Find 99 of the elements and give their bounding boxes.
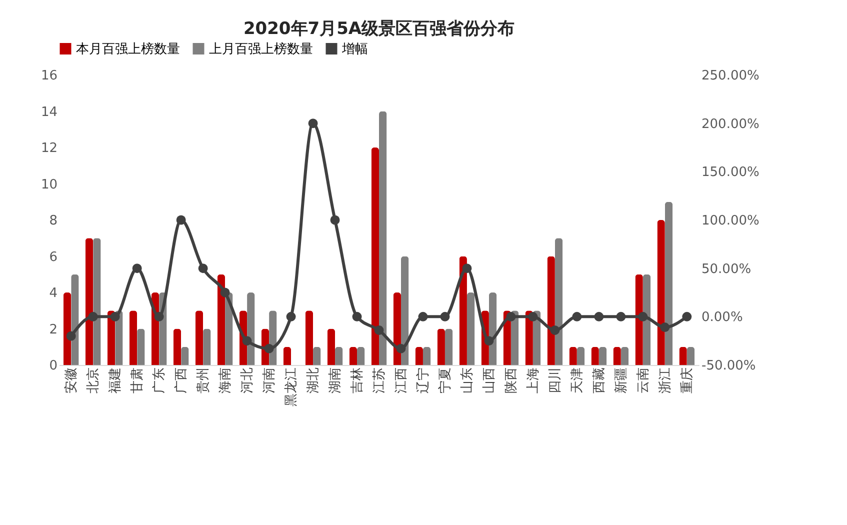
point (462, 264, 472, 274)
x-tick-label: 宁夏 (436, 368, 453, 394)
x-tick-label: 广东 (152, 368, 168, 394)
point (660, 322, 670, 332)
x-tick-label: 天津 (570, 368, 585, 394)
x-tick-label: 安徽 (63, 368, 80, 394)
x-tick-label: 四川 (548, 368, 563, 394)
point (528, 312, 538, 322)
x-tick-label: 北京 (86, 368, 102, 394)
bar (349, 346, 358, 365)
y2-tick-label: 150.00% (702, 165, 760, 180)
y2-tick-label: 200.00% (702, 116, 760, 132)
bar (422, 346, 431, 365)
point (132, 264, 142, 274)
bar (642, 274, 651, 365)
bar (379, 111, 387, 365)
x-tick-label: 河南 (262, 368, 278, 394)
x-tick-label: 甘肃 (130, 368, 146, 394)
x-tick-label: 河北 (240, 368, 256, 394)
x-tick-label: 江西 (394, 368, 409, 394)
x-tick-label: 陕西 (504, 368, 519, 394)
bar (327, 328, 336, 365)
bar (466, 292, 475, 365)
legend-label: 增幅 (341, 42, 368, 57)
bar (400, 256, 409, 365)
x-tick-label: 山西 (482, 368, 497, 394)
y-tick-label: 14 (40, 104, 58, 120)
x-tick-label: 新疆 (614, 368, 629, 394)
point (506, 312, 516, 322)
point (484, 336, 494, 346)
bar (620, 346, 629, 365)
bar (85, 238, 94, 365)
y2-tick-label: 100.00% (702, 214, 760, 228)
point (374, 325, 384, 335)
y-tick-label: 6 (49, 250, 58, 265)
point (572, 312, 582, 322)
point (286, 312, 296, 322)
point (242, 336, 252, 346)
y-tick-label: 12 (40, 141, 58, 156)
bar (554, 238, 563, 365)
x-tick-label: 广西 (174, 368, 190, 394)
y-tick-label: 2 (49, 322, 58, 338)
point (396, 344, 406, 354)
bar (129, 310, 138, 365)
bar (664, 202, 673, 365)
bar (305, 310, 314, 365)
y2-tick-label: 250.00% (702, 68, 760, 84)
bar (63, 292, 72, 365)
bar (173, 328, 182, 365)
y2-tick-label: 0.00% (702, 310, 743, 326)
point (418, 312, 428, 322)
point (110, 312, 120, 322)
chart-title: 2020年7月5A级景区百强省份分布 (243, 19, 515, 39)
point (176, 215, 186, 225)
point (220, 288, 230, 298)
bar (576, 346, 585, 365)
point (440, 312, 450, 322)
x-tick-label: 重庆 (680, 368, 695, 394)
point (198, 264, 208, 274)
x-tick-label: 浙江 (658, 368, 673, 394)
point (682, 312, 692, 322)
legend-label: 上月百强上榜数量 (209, 42, 313, 57)
x-tick-label: 海南 (218, 368, 234, 394)
point (264, 344, 274, 354)
x-tick-label: 贵州 (196, 368, 212, 394)
y-tick-label: 4 (49, 286, 58, 301)
x-tick-label: 湖北 (306, 368, 322, 394)
bar (444, 328, 453, 365)
x-tick-label: 西藏 (592, 368, 607, 394)
y-tick-label: 16 (40, 68, 58, 84)
y-tick-label: 10 (40, 177, 58, 192)
bar (598, 346, 607, 365)
x-tick-label: 辽宁 (414, 368, 431, 394)
bar (686, 346, 695, 365)
point (594, 312, 604, 322)
x-tick-label: 山东 (460, 368, 475, 394)
point (638, 312, 648, 322)
point (616, 312, 626, 322)
y-tick-label: 8 (49, 214, 58, 228)
point (154, 312, 164, 322)
point (66, 331, 76, 341)
y-tick-label: 0 (49, 358, 58, 374)
x-tick-label: 福建 (108, 368, 124, 394)
point (88, 312, 98, 322)
x-tick-label: 云南 (636, 368, 651, 394)
x-tick-label: 江苏 (372, 368, 387, 394)
bar (283, 346, 292, 365)
x-tick-label: 黑龙江 (284, 368, 300, 406)
point (330, 215, 340, 225)
y2-tick-label: -50.00% (702, 358, 756, 374)
x-tick-label: 吉林 (350, 368, 366, 394)
x-tick-label: 上海 (526, 368, 541, 394)
bar (195, 310, 204, 365)
y2-tick-label: 50.00% (702, 262, 752, 277)
legend-label: 本月百强上榜数量 (76, 42, 180, 57)
point (550, 325, 560, 335)
x-tick-label: 湖南 (328, 368, 344, 394)
point (308, 118, 318, 128)
point (352, 312, 362, 322)
